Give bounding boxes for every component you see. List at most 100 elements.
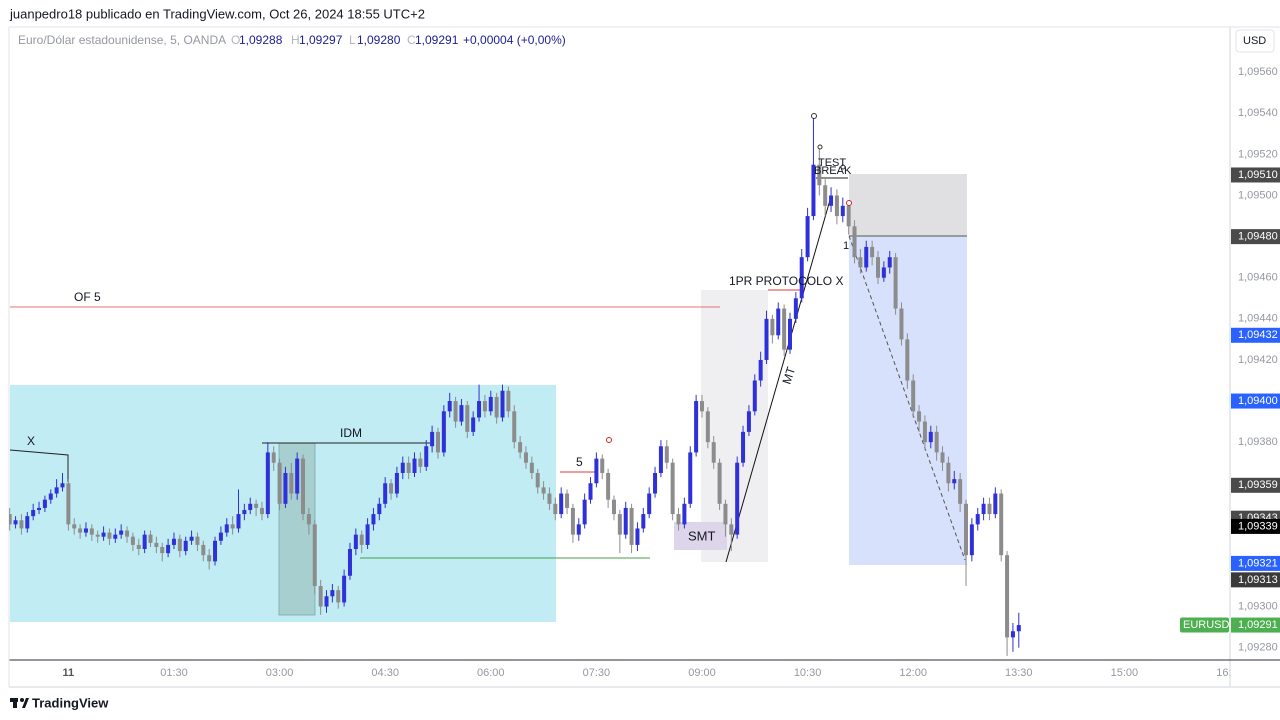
annotation: SMT [688, 528, 716, 543]
candle-body [611, 499, 616, 515]
candle-body [83, 528, 88, 533]
candle-body [975, 514, 980, 525]
candle-body [711, 442, 716, 463]
candle-body [664, 446, 669, 463]
candle-body [136, 544, 141, 550]
candle-body [887, 257, 892, 268]
candle-body [553, 503, 558, 515]
price-tag-label: 1,09510 [1238, 169, 1278, 181]
candle-body [565, 493, 570, 508]
price-tag [1231, 518, 1280, 534]
legend-key: L [349, 33, 356, 47]
candle-body [201, 544, 206, 556]
candle-body [37, 507, 42, 510]
candle-body [160, 546, 165, 554]
candle-body [911, 380, 916, 412]
symbol-tag [1180, 617, 1229, 633]
currency[interactable]: USD [1243, 35, 1266, 47]
candle-body [875, 257, 880, 278]
candle-body [635, 528, 640, 545]
candle-body [482, 401, 487, 412]
candle-body [529, 462, 534, 473]
candle-body [342, 575, 347, 603]
candle-body [782, 308, 787, 350]
candle-body [547, 493, 552, 504]
candle-body [236, 514, 241, 529]
candle-body [570, 507, 575, 535]
candle-body [817, 164, 822, 186]
candle-body [330, 590, 335, 597]
candle-body [207, 555, 212, 562]
candle-body [541, 487, 546, 494]
candle-body [928, 431, 933, 443]
candle-body [559, 493, 564, 515]
price-tag-label: 1,09339 [1238, 520, 1278, 532]
candle-body [31, 509, 36, 517]
candle-body [823, 185, 828, 206]
candle-body [289, 472, 294, 494]
overlay: OF 5 X IDM 5 SMT 1PR PROTOCOLO X MT TEST… [27, 113, 852, 543]
candle-body [594, 458, 599, 484]
x-tick-label: 06:00 [477, 667, 505, 679]
price-tag [1231, 572, 1280, 588]
y-tick-label: 1,09380 [1238, 436, 1278, 448]
candle-body [729, 524, 734, 535]
y-tick-label: 1,09300 [1238, 600, 1278, 612]
candle-body [846, 205, 851, 227]
currency-box[interactable] [1235, 29, 1275, 53]
price-tag-label: 1,09313 [1238, 574, 1278, 586]
candle-body [576, 524, 581, 535]
candle-body [899, 308, 904, 340]
y-tick-label: 1,09500 [1238, 189, 1278, 201]
candle-body [435, 431, 440, 453]
candle-body [1016, 625, 1021, 632]
candle-body [764, 318, 769, 360]
candle-body [506, 390, 511, 412]
candle-body [9, 514, 12, 525]
candle-body [758, 359, 763, 381]
mt-line [725, 199, 831, 563]
candle-body [717, 462, 722, 504]
y-tick-label: 1,09560 [1238, 66, 1278, 78]
candle-body [840, 205, 845, 217]
candle-body [347, 549, 352, 576]
candle-body [389, 483, 394, 494]
candle-body [905, 339, 910, 381]
legend-key: H [291, 33, 300, 47]
candle-body [430, 431, 435, 447]
candle-body [119, 530, 124, 535]
candle-body [864, 246, 869, 268]
candle-body [741, 431, 746, 463]
candle-body [834, 195, 839, 217]
candle-body [171, 538, 176, 545]
candle-body [776, 308, 781, 336]
candle-body [265, 452, 270, 515]
change: +0,00004 (+0,00%) [463, 33, 566, 47]
legend-value: 1,09280 [357, 33, 401, 47]
candle-body [406, 462, 411, 473]
x-tick-label: 11 [63, 667, 75, 679]
candle-body [852, 226, 857, 258]
candle-body [793, 298, 798, 319]
candle-body [218, 532, 223, 541]
candle-body [130, 536, 135, 545]
candle-body [958, 479, 963, 504]
candle-body [735, 462, 740, 535]
x-tick-label: 16:30 [1216, 667, 1244, 679]
marker [840, 164, 846, 170]
candle-body [154, 542, 159, 547]
x-tick-label: 07:30 [583, 667, 611, 679]
legend-value: 1,09297 [299, 33, 343, 47]
candle-body [353, 534, 358, 550]
candle-body [301, 458, 306, 515]
price-tag [1231, 393, 1280, 409]
candle-body [770, 318, 775, 336]
candle-body [125, 530, 130, 537]
x-tick-label: 10:30 [794, 667, 822, 679]
candle-body [893, 257, 898, 309]
brand: TradingView [32, 695, 109, 710]
candle-body [523, 452, 528, 463]
candle-body [148, 534, 153, 543]
annotation: IDM [340, 426, 362, 440]
candle-body [658, 446, 663, 473]
